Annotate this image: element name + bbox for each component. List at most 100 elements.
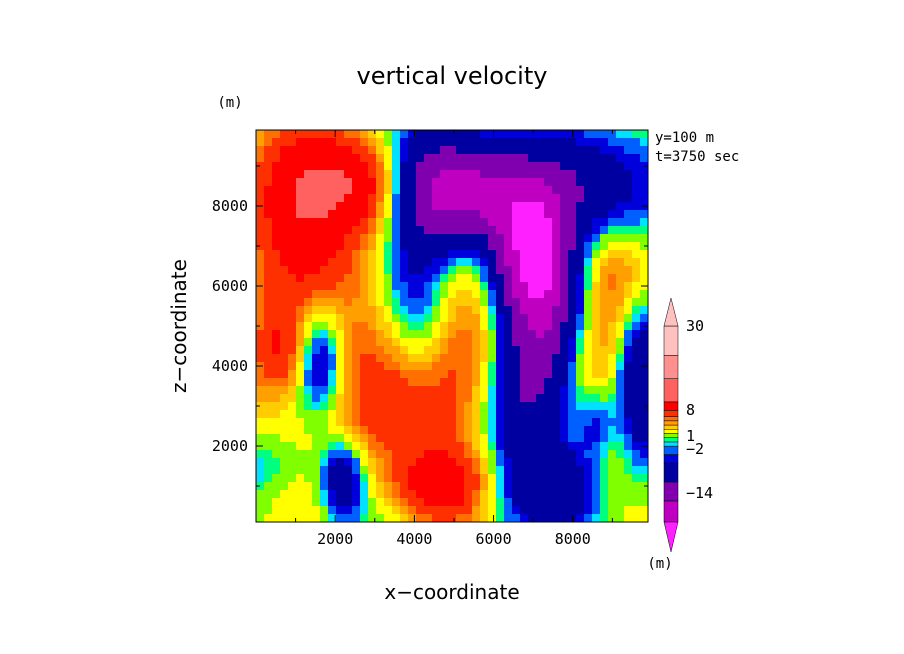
field-cell — [280, 338, 289, 347]
field-cell — [344, 282, 353, 291]
field-cell — [424, 426, 433, 435]
field-cell — [256, 130, 265, 139]
field-cell — [304, 250, 313, 259]
field-cell — [584, 242, 593, 251]
field-cell — [368, 410, 377, 419]
field-cell — [504, 346, 513, 355]
field-cell — [320, 426, 329, 435]
field-cell — [288, 378, 297, 387]
field-cell — [416, 370, 425, 379]
field-cell — [280, 474, 289, 483]
field-cell — [496, 466, 505, 475]
field-cell — [296, 186, 305, 195]
field-cell — [472, 282, 481, 291]
field-cell — [488, 234, 497, 243]
field-cell — [336, 226, 345, 235]
field-cell — [560, 418, 569, 427]
field-cell — [408, 258, 417, 267]
field-cell — [552, 346, 561, 355]
field-cell — [256, 306, 265, 315]
field-cell — [552, 330, 561, 339]
field-cell — [448, 162, 457, 171]
field-cell — [384, 378, 393, 387]
field-cell — [600, 258, 609, 267]
field-cell — [376, 330, 385, 339]
field-cell — [512, 506, 521, 515]
field-cell — [616, 178, 625, 187]
field-cell — [408, 434, 417, 443]
field-cell — [408, 218, 417, 227]
field-cell — [320, 506, 329, 515]
field-cell — [536, 322, 545, 331]
x-tick-label: 8000 — [555, 530, 591, 548]
field-cell — [440, 482, 449, 491]
field-cell — [568, 346, 577, 355]
field-cell — [456, 274, 465, 283]
field-cell — [568, 186, 577, 195]
field-cell — [344, 218, 353, 227]
field-cell — [600, 426, 609, 435]
field-cell — [488, 258, 497, 267]
field-cell — [408, 346, 417, 355]
field-cell — [592, 266, 601, 275]
field-cell — [504, 130, 513, 139]
field-cell — [416, 154, 425, 163]
field-cell — [576, 354, 585, 363]
field-cell — [440, 242, 449, 251]
field-cell — [352, 154, 361, 163]
field-cell — [536, 266, 545, 275]
field-cell — [272, 234, 281, 243]
field-cell — [584, 282, 593, 291]
field-cell — [632, 506, 641, 515]
field-cell — [488, 218, 497, 227]
field-cell — [424, 282, 433, 291]
field-cell — [400, 194, 409, 203]
field-cell — [320, 218, 329, 227]
field-cell — [608, 370, 617, 379]
field-cell — [584, 410, 593, 419]
field-cell — [336, 306, 345, 315]
field-cell — [456, 474, 465, 483]
field-cell — [632, 418, 641, 427]
field-cell — [376, 218, 385, 227]
field-cell — [488, 202, 497, 211]
field-cell — [264, 298, 273, 307]
field-cell — [512, 482, 521, 491]
field-cell — [312, 370, 321, 379]
field-cell — [296, 426, 305, 435]
field-cell — [264, 378, 273, 387]
field-cell — [512, 442, 521, 451]
field-cell — [408, 490, 417, 499]
field-cell — [616, 274, 625, 283]
field-cell — [576, 162, 585, 171]
field-cell — [512, 234, 521, 243]
field-cell — [280, 362, 289, 371]
field-cell — [472, 218, 481, 227]
field-cell — [608, 306, 617, 315]
field-cell — [432, 146, 441, 155]
field-cell — [312, 354, 321, 363]
field-cell — [264, 442, 273, 451]
field-cell — [424, 346, 433, 355]
field-cell — [640, 226, 648, 235]
field-cell — [520, 242, 529, 251]
field-cell — [616, 338, 625, 347]
field-cell — [440, 474, 449, 483]
field-cell — [520, 362, 529, 371]
field-cell — [288, 354, 297, 363]
field-cell — [448, 370, 457, 379]
field-cell — [256, 386, 265, 395]
field-cell — [376, 306, 385, 315]
field-cell — [360, 482, 369, 491]
field-cell — [360, 402, 369, 411]
field-cell — [296, 346, 305, 355]
field-cell — [344, 354, 353, 363]
field-cell — [352, 178, 361, 187]
field-cell — [392, 370, 401, 379]
field-cell — [504, 450, 513, 459]
field-cell — [296, 274, 305, 283]
field-cell — [456, 498, 465, 507]
colorbar-box — [663, 441, 679, 447]
field-cell — [544, 394, 553, 403]
field-cell — [280, 442, 289, 451]
